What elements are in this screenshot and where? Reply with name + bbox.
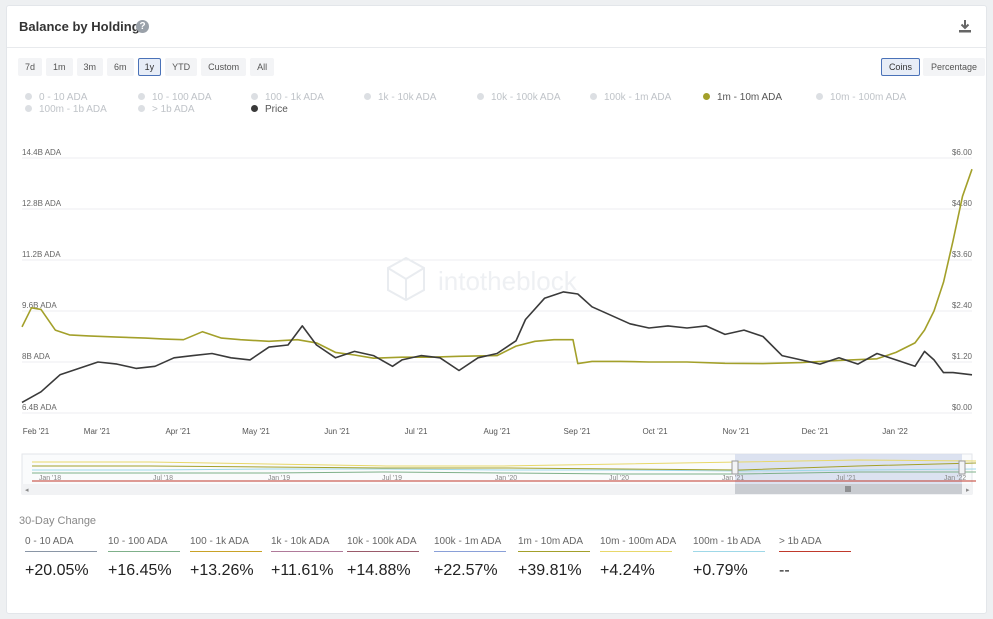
legend-label: Price	[265, 104, 288, 115]
change-item-label: 100m - 1b ADA	[693, 536, 761, 547]
download-icon[interactable]	[957, 18, 973, 34]
legend-marker	[364, 93, 371, 100]
legend-label: 1k - 10k ADA	[378, 92, 437, 103]
change-item-label: 1m - 10m ADA	[518, 536, 584, 547]
legend-marker	[703, 93, 710, 100]
change-item-value: +16.45%	[108, 562, 172, 579]
change-section-title: 30-Day Change	[19, 515, 97, 527]
legend-marker	[477, 93, 484, 100]
legend-item[interactable]: Price	[251, 104, 288, 115]
legend-item[interactable]: 1k - 10k ADA	[364, 92, 436, 103]
legend-label: 10m - 100m ADA	[830, 92, 907, 103]
change-item-label: 10m - 100m ADA	[600, 536, 677, 547]
change-item-value: +13.26%	[190, 562, 254, 579]
change-item: 10m - 100m ADA +4.24%	[600, 536, 676, 580]
range-button-1y[interactable]: 1y	[137, 58, 162, 76]
change-item-label: 10k - 100k ADA	[347, 536, 417, 547]
legend-label: 10 - 100 ADA	[152, 92, 212, 103]
legend-marker	[25, 105, 32, 112]
legend-item[interactable]: 10k - 100k ADA	[477, 92, 560, 103]
change-item: 1m - 10m ADA +39.81%	[518, 536, 590, 580]
change-item-label: 100 - 1k ADA	[190, 536, 249, 547]
change-item: 10 - 100 ADA +16.45%	[108, 536, 180, 580]
legend-item[interactable]: 1m - 10m ADA	[703, 92, 782, 103]
change-item-underline	[600, 551, 672, 552]
change-item-label: 100k - 1m ADA	[434, 536, 502, 547]
change-item-value: +11.61%	[271, 562, 334, 579]
change-item-underline	[779, 551, 851, 552]
range-button-7d[interactable]: 7d	[18, 58, 43, 76]
range-button-custom[interactable]: Custom	[201, 58, 247, 76]
display-mode-selector: Coins Percentage	[880, 58, 985, 76]
legend-marker	[816, 93, 823, 100]
legend-marker	[251, 93, 258, 100]
legend-marker	[590, 93, 597, 100]
legend-item[interactable]: 100 - 1k ADA	[251, 92, 324, 103]
change-item-value: +14.88%	[347, 562, 411, 579]
range-button-3m[interactable]: 3m	[76, 58, 104, 76]
legend-item[interactable]: 0 - 10 ADA	[25, 92, 87, 103]
change-item-value: --	[779, 562, 790, 579]
legend-label: 0 - 10 ADA	[39, 92, 88, 103]
change-item-underline	[434, 551, 506, 552]
mode-button-percentage[interactable]: Percentage	[922, 58, 985, 76]
change-item: 10k - 100k ADA +14.88%	[347, 536, 419, 580]
legend-label: 100k - 1m ADA	[604, 92, 672, 103]
change-item-underline	[693, 551, 765, 552]
change-item-value: +39.81%	[518, 562, 582, 579]
change-item-label: 10 - 100 ADA	[108, 536, 168, 547]
change-item: 0 - 10 ADA +20.05%	[25, 536, 97, 580]
legend-label: 100 - 1k ADA	[265, 92, 324, 103]
change-item-value: +0.79%	[693, 562, 748, 579]
change-item-underline	[347, 551, 419, 552]
range-button-all[interactable]: All	[250, 58, 275, 76]
card-title: Balance by Holdings	[19, 19, 147, 34]
change-item-label: > 1b ADA	[779, 536, 822, 547]
help-icon[interactable]: ?	[136, 20, 149, 33]
time-range-selector: 7d 1m 3m 6m 1y YTD Custom All	[18, 58, 275, 76]
legend-item[interactable]: 100m - 1b ADA	[25, 104, 107, 115]
legend-label: 1m - 10m ADA	[717, 92, 783, 103]
legend-item[interactable]: 10m - 100m ADA	[816, 92, 906, 103]
change-item-label: 1k - 10k ADA	[271, 536, 330, 547]
legend-item[interactable]: > 1b ADA	[138, 104, 195, 115]
change-item: 100k - 1m ADA +22.57%	[434, 536, 506, 580]
change-item-value: +4.24%	[600, 562, 655, 579]
change-item: > 1b ADA --	[779, 536, 851, 580]
legend-marker	[138, 105, 145, 112]
card-header: Balance by Holdings ?	[7, 6, 986, 48]
legend-marker	[251, 105, 258, 112]
change-item-underline	[271, 551, 343, 552]
change-item-underline	[518, 551, 590, 552]
legend-label: 100m - 1b ADA	[39, 104, 107, 115]
change-item-underline	[108, 551, 180, 552]
change-item-label: 0 - 10 ADA	[25, 536, 74, 547]
legend-item[interactable]: 10 - 100 ADA	[138, 92, 211, 103]
change-item: 100m - 1b ADA +0.79%	[693, 536, 765, 580]
change-item: 100 - 1k ADA +13.26%	[190, 536, 262, 580]
range-button-6m[interactable]: 6m	[107, 58, 134, 76]
range-button-1m[interactable]: 1m	[46, 58, 73, 76]
legend-label: > 1b ADA	[152, 104, 195, 115]
legend-marker	[25, 93, 32, 100]
change-item: 1k - 10k ADA +11.61%	[271, 536, 343, 580]
change-item-underline	[25, 551, 97, 552]
change-item-value: +20.05%	[25, 562, 89, 579]
legend-item[interactable]: 100k - 1m ADA	[590, 92, 671, 103]
change-item-underline	[190, 551, 262, 552]
range-button-ytd[interactable]: YTD	[165, 58, 198, 76]
mode-button-coins[interactable]: Coins	[880, 58, 920, 76]
legend-marker	[138, 93, 145, 100]
legend-label: 10k - 100k ADA	[491, 92, 561, 103]
chart-legend: 0 - 10 ADA 10 - 100 ADA 100 - 1k ADA 1k - 1…	[0, 92, 981, 122]
change-item-value: +22.57%	[434, 562, 498, 579]
